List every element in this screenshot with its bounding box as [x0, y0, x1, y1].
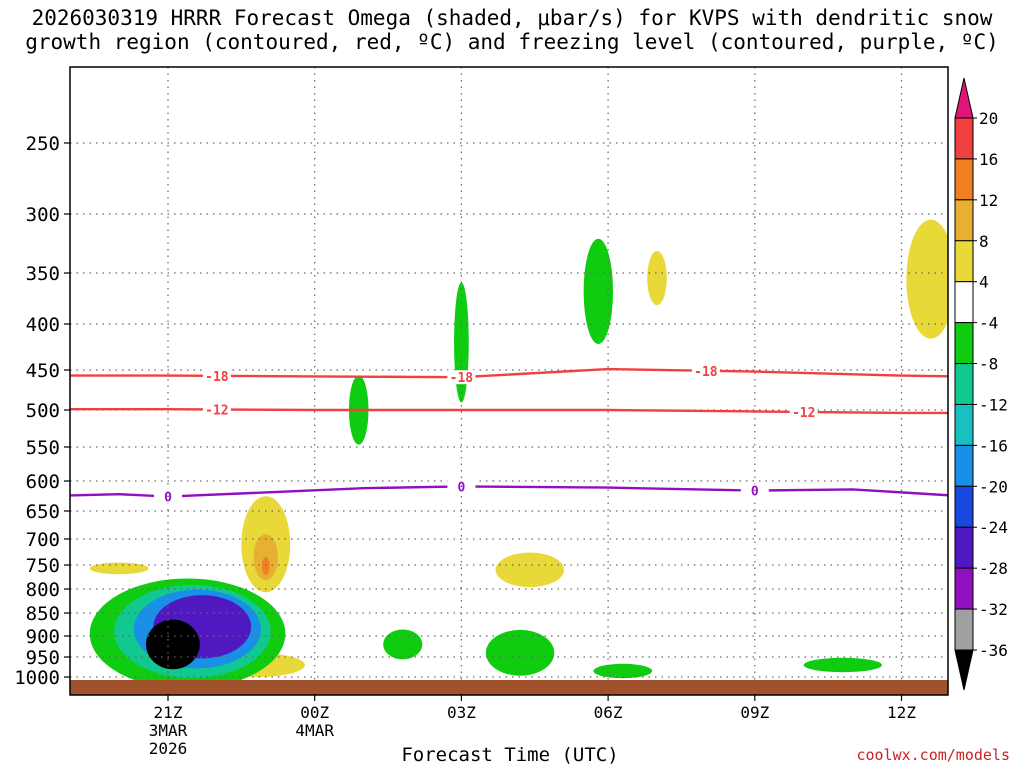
colorbar-band-3	[954, 240, 974, 283]
contour-label-bg	[789, 404, 818, 419]
plot-area: -18 -18 -18 -12 -12 0 0 0	[70, 67, 948, 695]
colorbar-label-16: 16	[979, 150, 998, 169]
colorbar-label-4: 4	[979, 273, 989, 292]
colorbar-label-12: 12	[979, 191, 998, 210]
plot-frame	[69, 66, 949, 696]
y-tick-label-250: 250	[26, 133, 60, 155]
x-tick-date-00Z: 4MAR	[295, 721, 334, 740]
colorbar-band-0	[954, 117, 974, 160]
colorbar-band-6	[954, 363, 974, 405]
contour-label-bg	[447, 479, 476, 494]
y-tick-label-950: 950	[26, 647, 60, 669]
colorbar-label-8: 8	[979, 232, 989, 251]
omega-area-15	[145, 619, 200, 670]
title-line-1: 2026030319 HRRR Forecast Omega (shaded, …	[31, 6, 993, 30]
y-tick-label-700: 700	[26, 529, 60, 551]
ground-surface	[70, 680, 948, 695]
x-tick-label-21Z: 21Z	[154, 703, 183, 722]
y-tick-label-500: 500	[26, 400, 60, 422]
colorbar-label--4: -4	[979, 314, 998, 333]
colorbar-bottom-arrow	[954, 649, 974, 691]
y-tick-label-550: 550	[26, 437, 60, 459]
colorbar-label--16: -16	[979, 436, 1008, 455]
y-tick-label-1000: 1000	[14, 667, 60, 689]
x-tick-label-03Z: 03Z	[447, 703, 476, 722]
colorbar-band-12	[954, 608, 974, 651]
contour-label-0: 0	[751, 485, 759, 500]
contour-label-bg	[740, 483, 769, 498]
colorbar-band-2	[954, 199, 974, 242]
omega-area-8	[89, 562, 149, 575]
contour-label--18: -18	[205, 370, 229, 385]
y-tick-label-600: 600	[26, 471, 60, 493]
omega-area-16	[383, 629, 423, 660]
x-tick-year-21Z: 2026	[149, 739, 188, 758]
omega-area-7	[261, 557, 270, 575]
omega-area-18	[593, 663, 653, 679]
colorbar-band-10	[954, 526, 974, 569]
omega-area-0	[906, 219, 948, 339]
contour-label-bg	[447, 370, 476, 385]
chart-title: 2026030319 HRRR Forecast Omega (shaded, …	[0, 6, 1024, 54]
colorbar-label--12: -12	[979, 395, 1008, 414]
title-line-2: growth region (contoured, red, ºC) and f…	[25, 30, 999, 54]
colorbar-top-arrow	[954, 77, 974, 119]
y-tick-label-350: 350	[26, 263, 60, 285]
contour-label-bg	[691, 363, 720, 378]
x-tick-label-12Z: 12Z	[887, 703, 916, 722]
y-tick-label-400: 400	[26, 314, 60, 336]
y-tick-label-900: 900	[26, 626, 60, 648]
contour-line-0	[70, 485, 948, 498]
y-tick-label-300: 300	[26, 204, 60, 226]
colorbar-band-11	[954, 567, 974, 610]
contour-label-bg	[202, 368, 231, 383]
omega-area-1	[647, 251, 667, 306]
contour-label-bg	[154, 489, 182, 504]
contour-label-0: 0	[457, 480, 465, 495]
colorbar-band-7	[954, 403, 974, 446]
contour-label-bg	[202, 402, 231, 417]
y-tick-label-450: 450	[26, 360, 60, 382]
omega-area-9	[495, 552, 565, 588]
y-tick-label-800: 800	[26, 579, 60, 601]
contour-label-0: 0	[164, 491, 172, 506]
contour-label--12: -12	[205, 403, 228, 418]
omega-area-2	[583, 238, 613, 345]
colorbar-label--24: -24	[979, 518, 1008, 537]
axes: 2503003504004505005506006507007508008509…	[14, 66, 949, 758]
contour-line--12	[70, 408, 948, 415]
x-tick-label-00Z: 00Z	[300, 703, 329, 722]
credit-link[interactable]: coolwx.com/models	[856, 746, 1010, 764]
colorbar-band-9	[954, 485, 974, 528]
colorbar-band-8	[954, 444, 974, 487]
x-tick-date-21Z: 3MAR	[149, 721, 188, 740]
colorbar-band-1	[954, 158, 974, 201]
colorbar-label--8: -8	[979, 355, 998, 374]
colorbar-label-20: 20	[979, 109, 998, 128]
colorbar: 20 16 12 8 4 -4 -8 -12 -16 -20 -24 -28 -32 -36	[954, 77, 1008, 691]
y-tick-label-650: 650	[26, 501, 60, 523]
colorbar-label--20: -20	[979, 477, 1008, 496]
omega-area-19	[803, 657, 882, 673]
colorbar-label--32: -32	[979, 600, 1008, 619]
y-tick-label-750: 750	[26, 555, 60, 577]
colorbar-label--36: -36	[979, 641, 1008, 660]
colorbar-label--28: -28	[979, 559, 1008, 578]
contour-label--18: -18	[450, 371, 474, 386]
x-axis-label: Forecast Time (UTC)	[401, 744, 619, 766]
x-tick-label-06Z: 06Z	[594, 703, 623, 722]
colorbar-band-5	[954, 322, 974, 365]
plot-content: -18 -18 -18 -12 -12 0 0 0	[70, 67, 948, 695]
contour-line--18	[70, 367, 948, 379]
contour-label--18: -18	[694, 365, 718, 380]
omega-area-17	[485, 629, 555, 676]
x-tick-label-09Z: 09Z	[740, 703, 769, 722]
colorbar-band-4	[954, 281, 974, 324]
y-tick-label-850: 850	[26, 603, 60, 625]
contour-label--12: -12	[792, 406, 815, 421]
